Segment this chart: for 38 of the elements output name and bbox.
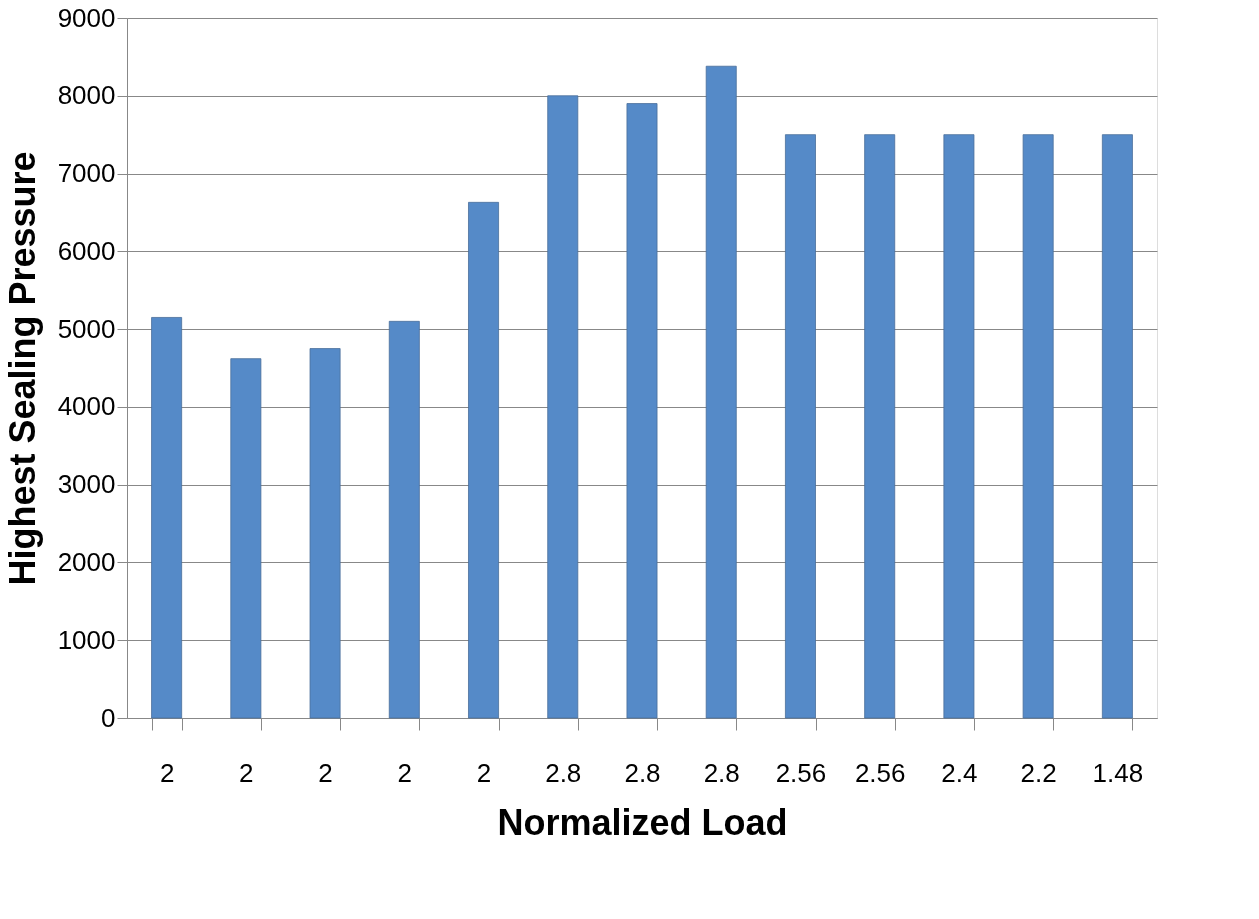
x-tick-label: 2.56 [775,757,827,788]
bar [864,134,896,719]
bar [785,134,816,719]
y-tick-label: 2000 [57,546,116,577]
bar [388,320,420,719]
y-tick-label: 6000 [57,235,116,266]
x-tick-label: 1.48 [1092,757,1144,788]
y-axis-title: Highest Sealing Pressure [1,151,43,586]
bar [151,317,183,719]
bar [1022,134,1054,719]
x-tick-label: 2 [159,757,175,788]
y-tick-label: 3000 [57,469,116,500]
y-tick-label: 0 [101,702,116,733]
x-tick-label: 2.8 [703,757,740,788]
x-tick-label: 2.4 [941,757,978,788]
bar [230,358,262,719]
x-tick-label: 2 [397,757,413,788]
bar [468,201,499,719]
x-tick-label: 2.56 [854,757,906,788]
x-tick-label: 2 [239,757,254,788]
bar [547,95,579,719]
bar [309,348,341,719]
y-tick-label: 4000 [57,391,116,422]
x-tick-label: 2.8 [545,757,582,788]
bar [705,65,737,719]
y-tick-label: 7000 [57,158,116,189]
x-axis-title: Normalized Load [497,801,788,843]
y-tick-label: 8000 [57,80,116,111]
x-tick-label: 2 [476,757,492,788]
bar [1101,134,1133,719]
x-tick-label: 2 [318,757,333,788]
y-tick-label: 5000 [57,313,116,344]
y-tick-label: 1000 [57,624,116,655]
bar [626,103,658,719]
y-tick-label: 9000 [57,2,116,33]
x-tick-label: 2.8 [624,757,661,788]
x-tick-label: 2.2 [1020,757,1057,788]
bar [943,134,975,719]
